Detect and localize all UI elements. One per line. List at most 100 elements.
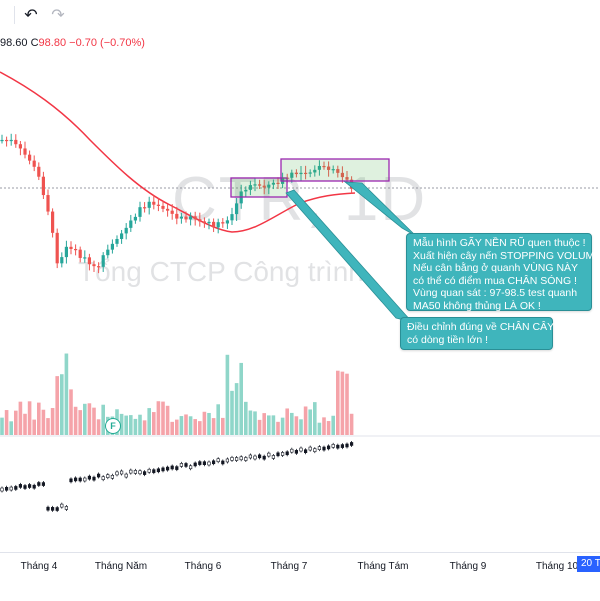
volume-bar: [326, 421, 331, 435]
candle-body: [138, 207, 142, 217]
volume-bar: [129, 415, 133, 435]
volume-bar: [165, 405, 170, 435]
indicator-body: [303, 449, 308, 454]
volume-bar: [207, 412, 211, 435]
indicator-body: [179, 463, 184, 467]
indicator-body: [230, 457, 234, 461]
indicator-body: [235, 457, 239, 461]
undo-icon[interactable]: ↶: [24, 7, 38, 24]
volume-bar: [32, 419, 36, 435]
candle-body: [170, 210, 174, 214]
indicator-body: [97, 473, 101, 478]
ohlc-legend: 98.60 C98.80 −0.70 (−0.70%): [0, 37, 145, 49]
indicator-body: [349, 442, 354, 446]
candle-body: [179, 216, 183, 219]
indicator-body: [161, 467, 165, 472]
candle-body: [110, 243, 114, 250]
candle-body: [258, 184, 262, 186]
volume-bar: [193, 419, 197, 435]
volume-bar: [41, 409, 46, 435]
volume-bar: [96, 419, 101, 435]
indicator-body: [212, 460, 216, 465]
indicator-body: [18, 484, 23, 488]
volume-bar: [119, 413, 124, 435]
indicator-body: [313, 448, 317, 452]
indicator-body: [115, 471, 119, 476]
volume-bar: [147, 408, 151, 435]
candle-body: [212, 221, 216, 228]
volume-bar: [225, 354, 230, 435]
callout-main-line: Mẫu hình GÃY NỀN RŨ quen thuộc !: [413, 237, 586, 249]
candle-body: [152, 201, 156, 205]
volume-bar: [211, 418, 216, 435]
indicator-body: [221, 460, 225, 465]
volume-bar: [317, 422, 322, 435]
indicator-body: [120, 470, 124, 475]
indicator-body: [32, 484, 36, 489]
earnings-event-badge[interactable]: F: [105, 418, 121, 434]
candle-body: [18, 144, 22, 149]
legend-close-prefix: C: [30, 37, 39, 49]
callout-second-line: Điều chỉnh đúng về CHÂN CÂY: [407, 321, 555, 333]
time-range-badge[interactable]: 20 Th: [577, 556, 600, 572]
indicator-body: [55, 507, 59, 511]
candle-body: [101, 255, 105, 267]
price-chart[interactable]: [0, 0, 600, 552]
volume-bar: [156, 401, 161, 435]
volume-bar: [55, 376, 59, 435]
volume-bar: [138, 414, 142, 435]
volume-bar: [285, 408, 289, 435]
candle-body: [166, 208, 170, 211]
candle-body: [175, 213, 179, 219]
candle-body: [55, 232, 59, 264]
candle-body: [345, 177, 349, 180]
volume-bar: [0, 417, 4, 435]
indicator-body: [189, 465, 193, 470]
volume-bar: [322, 417, 326, 435]
volume-bar: [4, 410, 9, 435]
indicator-body: [207, 461, 211, 466]
candle-body: [97, 266, 101, 268]
candle-body: [83, 257, 87, 259]
candle-body: [336, 169, 340, 173]
redo-icon[interactable]: ↷: [51, 7, 65, 24]
callout-second-pointer: [285, 189, 414, 323]
callout-second[interactable]: Điều chỉnh đúng về CHÂN CÂY có dòng tiền…: [400, 317, 555, 350]
candle-body: [331, 169, 335, 171]
candle-body: [248, 185, 252, 190]
candle-body: [216, 222, 220, 228]
candle-body: [207, 221, 211, 224]
indicator-body: [262, 455, 266, 460]
volume-bar: [133, 418, 138, 435]
candle-body: [327, 166, 331, 170]
candle-body: [156, 204, 160, 206]
indicator-body: [0, 487, 4, 492]
time-axis[interactable]: Tháng 4 Tháng Năm Tháng 6 Tháng 7 Tháng …: [0, 552, 600, 601]
candle-body: [235, 203, 239, 215]
callout-main[interactable]: Mẫu hình GÃY NỀN RŨ quen thuộc ! Xuất hi…: [406, 233, 600, 312]
candle-body: [9, 139, 13, 142]
x-tick-label: Tháng 4: [20, 561, 58, 572]
indicator-body: [124, 473, 128, 478]
candle-body: [124, 227, 128, 234]
candle-body: [221, 222, 225, 224]
candle-body: [120, 233, 124, 239]
volume-bar: [230, 390, 234, 435]
candle-body: [313, 169, 317, 173]
candle-body: [230, 214, 234, 221]
volume-bar: [290, 412, 294, 435]
indicator-body: [267, 452, 271, 457]
candle-body: [28, 154, 32, 161]
volume-bar: [27, 401, 32, 435]
volume-bar: [216, 404, 220, 435]
indicator-body: [64, 506, 68, 510]
indicator-body: [138, 470, 142, 475]
indicator-body: [340, 444, 345, 448]
candle-body: [308, 172, 312, 174]
indicator-body: [83, 477, 87, 482]
volume-bar: [188, 416, 193, 435]
candle-body: [193, 216, 197, 220]
volume-bar: [23, 413, 27, 435]
candle-body: [74, 248, 78, 251]
volume-bar: [124, 415, 128, 435]
